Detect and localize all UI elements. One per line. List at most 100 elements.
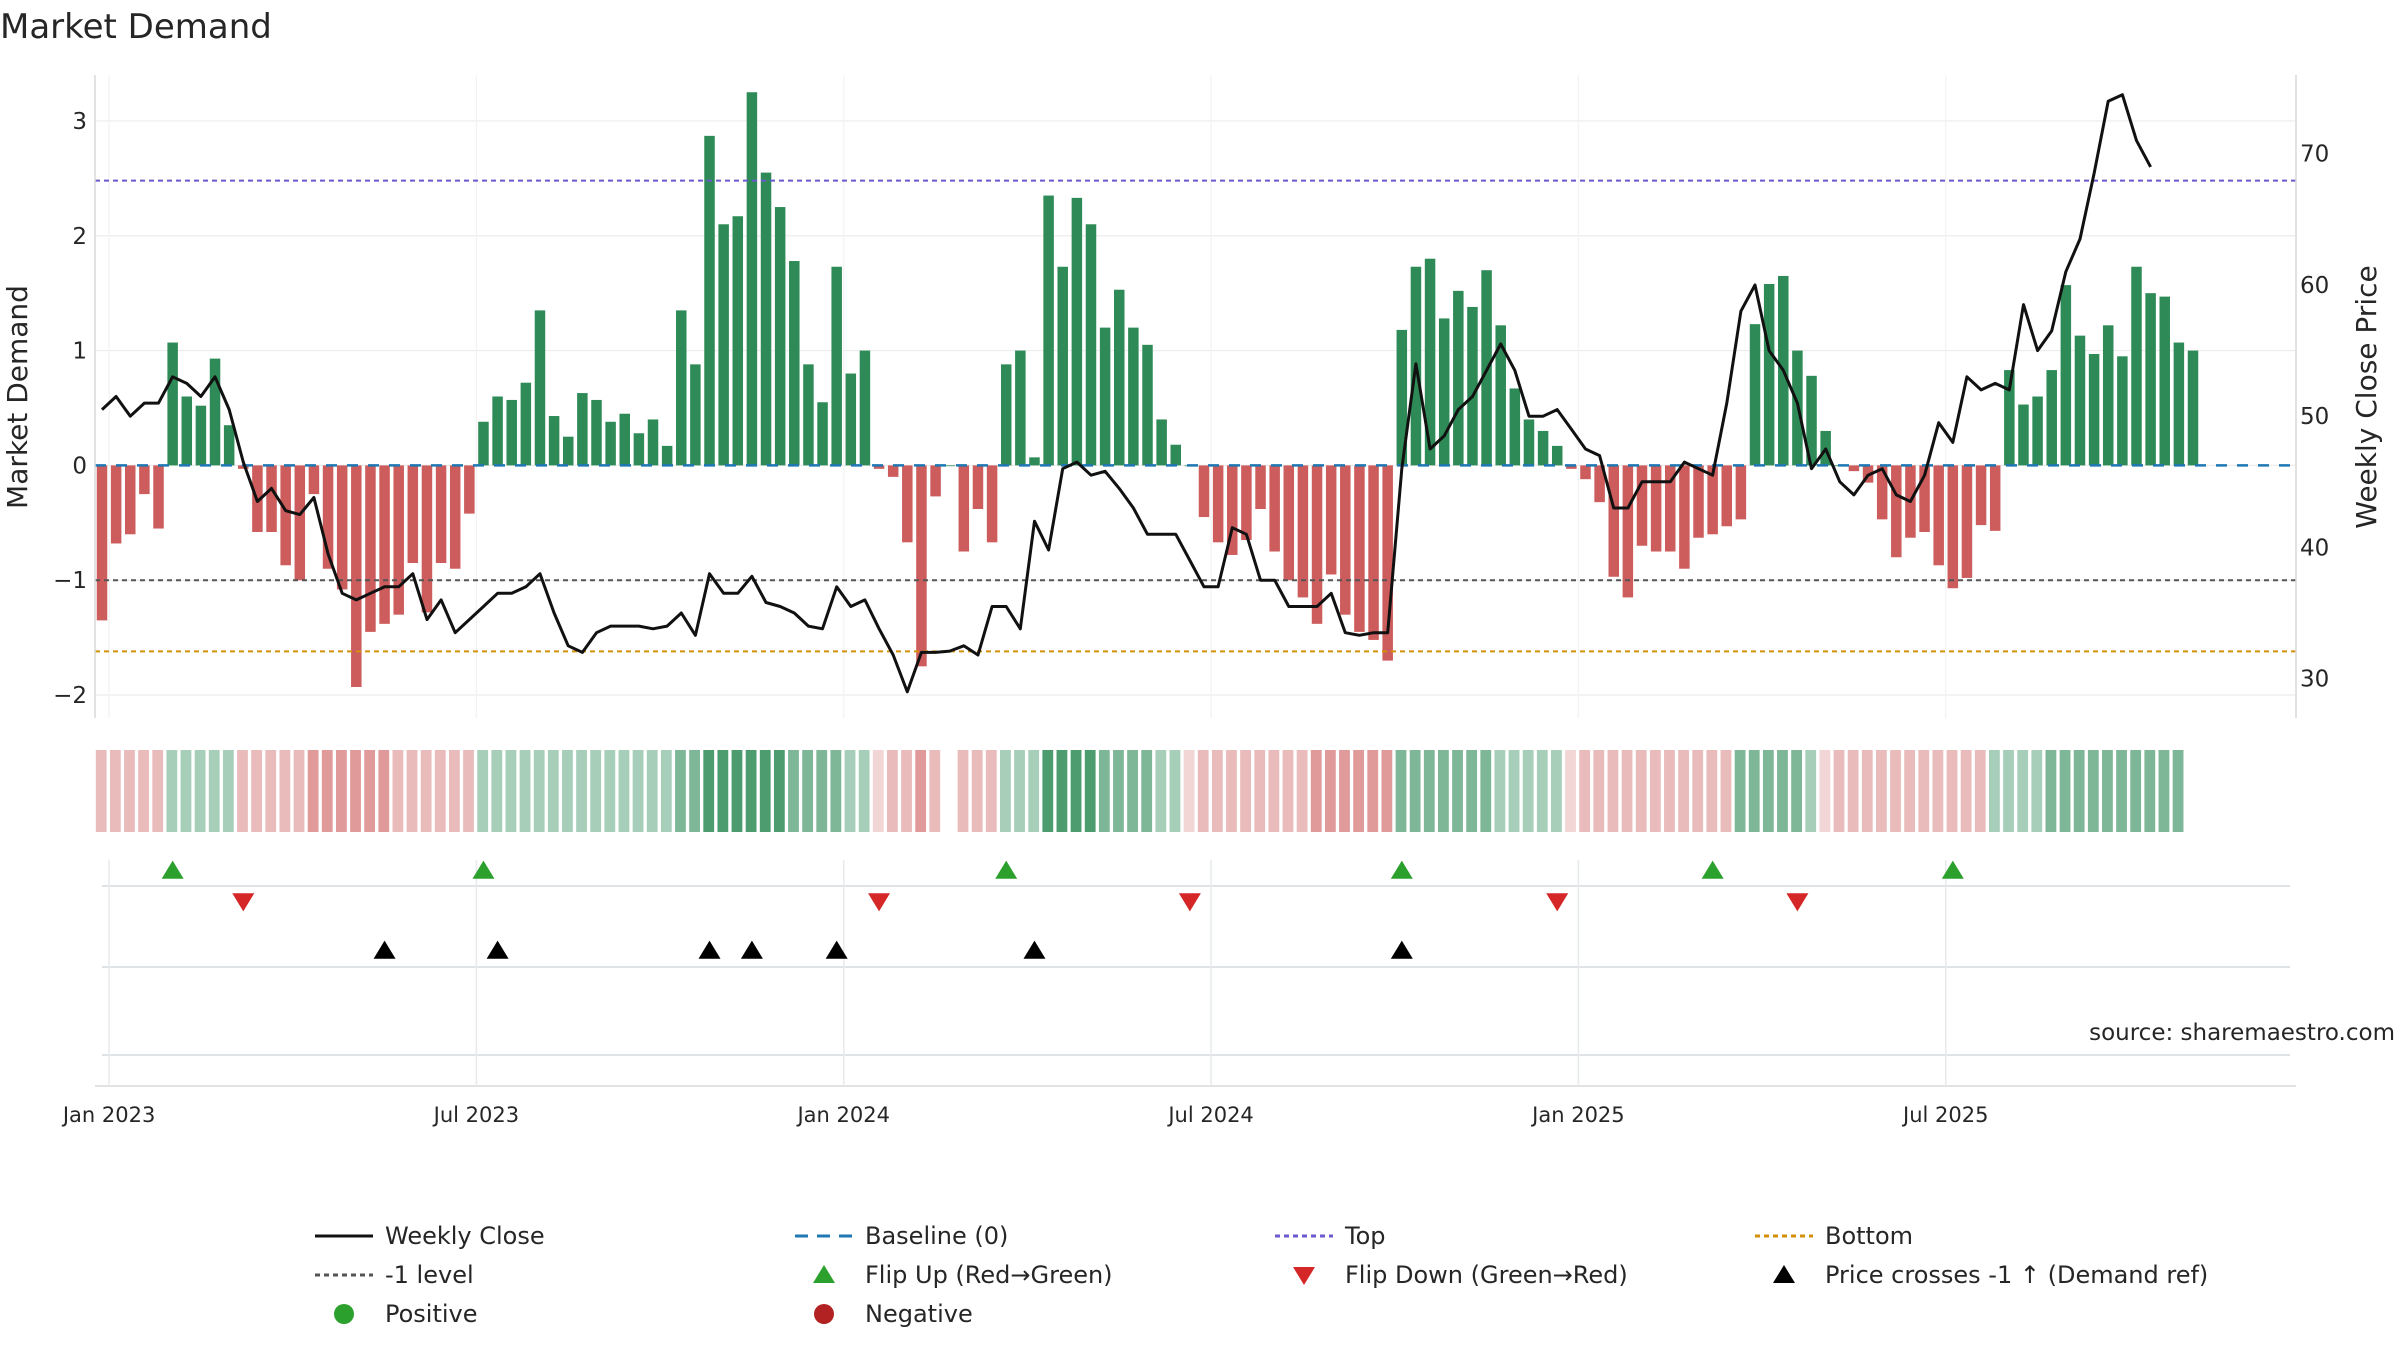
demand-bar [435,465,447,563]
heat-cell [1904,750,1916,832]
heat-cell [1748,750,1760,832]
heat-cell [985,750,997,832]
demand-bar [2004,370,2015,466]
demand-bar [322,465,334,569]
heat-cell [689,750,700,832]
demand-bar [1608,465,1619,577]
demand-bar [944,465,955,467]
heat-cell [2087,750,2099,832]
heat-cell [1240,750,1251,832]
demand-bar [492,396,503,466]
demand-bar [760,172,772,466]
heat-cell [802,750,814,832]
heat-cell [788,750,799,832]
demand-bar [1891,465,1902,558]
demand-bar [1029,457,1040,466]
heat-cell [660,750,672,832]
flip-up-marker [472,860,495,879]
demand-bar [732,216,744,466]
demand-bar [972,465,984,510]
x-tick-label: Jan 2023 [61,1103,156,1127]
demand-bar [2088,354,2100,466]
heat-cell [1664,750,1675,832]
legend-item-7-swatch [1773,1265,1795,1283]
demand-bar [449,465,461,569]
demand-bar [2173,342,2185,466]
demand-bar [1749,324,1761,466]
weekly-close-line [100,93,2152,694]
demand-bar [2187,350,2199,466]
flip-up-marker [1701,860,1724,879]
demand-bar [1523,419,1535,466]
demand-bar [690,364,701,466]
demand-bar [1566,465,1577,469]
demand-bar [195,405,207,466]
heat-cell [1805,750,1817,832]
heat-cell [1579,750,1591,832]
demand-bar [873,465,885,469]
left-axis-title: Market Demand [1,285,34,509]
heat-cell [1098,750,1110,832]
heat-cell [1649,750,1661,832]
heat-cell [1381,750,1393,832]
heat-cell [1070,750,1082,832]
heat-cell [1296,750,1308,832]
heat-cell [1014,750,1025,832]
demand-bar [1707,465,1718,535]
price-cross-marker [486,940,509,959]
demand-bar [676,310,687,466]
heat-cell [929,750,941,832]
demand-bar [1989,465,2001,531]
demand-bar [591,399,602,466]
demand-bar [1424,258,1436,466]
demand-bar [831,266,842,466]
heat-cell [816,750,828,832]
demand-bar [1311,465,1323,624]
flip-down-marker [1786,893,1809,912]
legend-item-7-label: Price crosses -1 ↑ (Demand ref) [1825,1261,2208,1289]
demand-bar [534,310,546,466]
heat-cell [1791,750,1803,832]
demand-bar [1015,350,1026,466]
demand-bar [2131,266,2142,466]
demand-bar [789,261,800,466]
price-cross-marker [825,940,848,959]
legend-item-0-label: Weekly Close [385,1222,545,1250]
heat-cell [1607,750,1619,832]
heat-cell [1565,750,1576,832]
heat-cell [830,750,842,832]
grid-layer [95,75,2296,718]
demand-bar [1438,318,1450,466]
heat-cell [632,750,644,832]
demand-bar [605,421,616,466]
heat-cell [1989,750,2000,832]
heat-cell [2073,750,2085,832]
price-cross-marker [740,940,763,959]
heat-cell [1141,750,1153,832]
legend-item-5-swatch [813,1265,835,1283]
heat-cell [1226,750,1237,832]
demand-bar [817,402,828,466]
demand-bar [1693,465,1704,538]
demand-bar [1636,465,1648,546]
demand-bar [1043,195,1054,466]
heat-cell [1621,750,1633,832]
heat-cell [1028,750,1040,832]
left-tick-label: 3 [72,109,87,135]
heat-cell [759,750,771,832]
heat-cell [364,750,376,832]
heat-cell [392,750,404,832]
demand-bar [1919,465,1930,532]
heat-cell [180,750,192,832]
heat-cell [1593,750,1605,832]
heat-cell [463,750,474,832]
price-cross-marker [1390,940,1413,959]
demand-bar [351,465,362,687]
demand-bar [209,358,221,466]
heat-cell [576,750,587,832]
legend-item-8-label: Positive [385,1300,478,1328]
left-tick-label: 0 [72,453,87,479]
demand-bar [308,465,320,495]
heat-cell [95,750,107,832]
flip-up-marker [161,860,184,879]
